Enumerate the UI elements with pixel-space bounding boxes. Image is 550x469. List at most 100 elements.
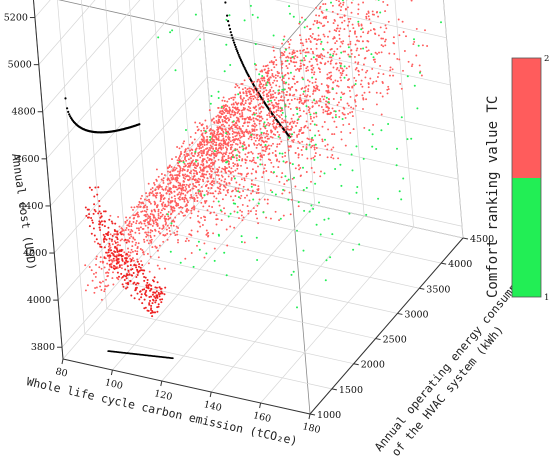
data-point <box>176 174 179 177</box>
data-point <box>331 154 334 156</box>
data-point <box>240 194 243 197</box>
data-point <box>263 90 265 93</box>
data-point <box>228 112 231 114</box>
data-point <box>234 163 236 166</box>
data-point <box>295 89 298 92</box>
data-point <box>202 127 205 130</box>
data-point <box>289 93 292 96</box>
data-point <box>148 296 151 298</box>
data-point <box>107 271 110 274</box>
data-point <box>238 151 241 154</box>
data-point <box>130 274 133 277</box>
data-point <box>244 102 247 105</box>
data-point <box>216 133 219 136</box>
data-point <box>183 151 186 154</box>
data-point <box>310 157 313 160</box>
data-point <box>176 161 179 164</box>
data-point <box>318 21 321 24</box>
data-point <box>168 230 171 232</box>
data-point <box>240 109 243 112</box>
data-point <box>102 233 105 236</box>
data-point <box>221 135 224 138</box>
data-point <box>253 113 256 116</box>
data-point <box>116 250 119 253</box>
data-point <box>225 130 228 133</box>
data-point <box>327 35 329 38</box>
data-point <box>322 48 324 50</box>
data-point <box>237 190 240 193</box>
data-point <box>205 125 208 128</box>
data-point <box>263 167 266 170</box>
data-point <box>171 169 174 172</box>
data-point <box>372 58 375 61</box>
data-point <box>350 1 353 4</box>
data-point <box>144 204 147 207</box>
data-point <box>298 21 301 23</box>
data-point <box>156 264 159 267</box>
data-point <box>321 54 324 57</box>
data-point <box>331 107 334 110</box>
data-point <box>102 280 104 283</box>
data-point <box>310 71 313 74</box>
data-point <box>363 126 366 129</box>
data-point <box>255 93 258 96</box>
data-point <box>368 18 371 21</box>
data-point <box>332 146 335 149</box>
data-point <box>235 83 238 86</box>
data-point <box>347 104 350 107</box>
data-point <box>215 147 218 150</box>
data-point <box>296 306 298 309</box>
data-point <box>375 148 378 150</box>
data-point <box>103 235 106 238</box>
y-tick-label: 3000 <box>404 309 428 320</box>
data-point <box>151 315 154 318</box>
data-point <box>120 272 123 275</box>
data-point <box>153 208 156 211</box>
data-point <box>135 286 138 289</box>
data-point <box>343 19 346 22</box>
data-point <box>405 35 407 38</box>
data-point <box>338 61 341 64</box>
data-point <box>100 267 103 270</box>
data-point <box>103 290 106 293</box>
data-point <box>314 37 317 40</box>
data-point <box>184 158 186 161</box>
data-point <box>212 133 215 136</box>
data-point <box>311 76 314 79</box>
data-point <box>355 94 358 97</box>
pareto-point-xz <box>233 43 236 47</box>
data-point <box>213 156 216 159</box>
data-point <box>90 269 93 272</box>
data-point <box>277 72 280 75</box>
grid-line-y <box>172 232 420 289</box>
data-point <box>132 282 135 285</box>
data-point <box>282 80 285 83</box>
data-point <box>210 158 213 161</box>
data-point <box>281 90 283 93</box>
data-point <box>190 234 193 237</box>
data-point <box>357 23 360 25</box>
data-point <box>90 217 93 219</box>
data-point <box>241 159 244 162</box>
data-point <box>307 69 310 72</box>
data-point <box>355 35 358 38</box>
data-point <box>361 68 364 71</box>
data-point <box>229 212 232 215</box>
data-point <box>234 86 237 89</box>
data-point <box>132 259 135 262</box>
data-point <box>330 74 333 77</box>
data-point <box>268 152 271 155</box>
data-point <box>296 135 299 138</box>
data-point <box>316 101 318 104</box>
data-point <box>321 140 324 143</box>
data-point <box>267 121 270 124</box>
data-point <box>218 120 220 123</box>
data-point <box>352 27 355 30</box>
data-point <box>149 215 151 218</box>
data-point <box>213 182 215 185</box>
data-point <box>155 196 158 199</box>
data-point <box>279 99 282 102</box>
data-point <box>325 259 328 262</box>
data-point <box>360 24 363 27</box>
data-point <box>211 206 214 208</box>
